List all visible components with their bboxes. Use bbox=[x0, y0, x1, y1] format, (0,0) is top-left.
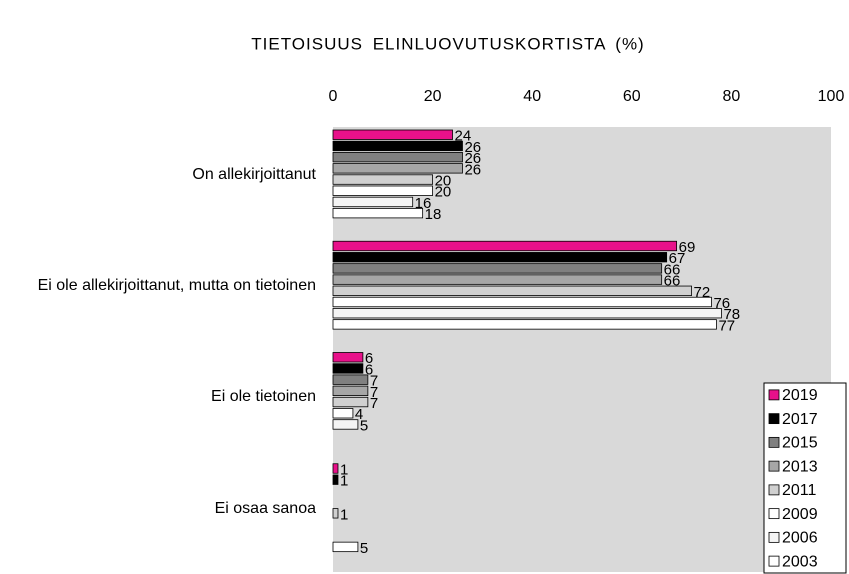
legend-swatch bbox=[768, 436, 780, 448]
data-label: 78 bbox=[723, 306, 740, 323]
data-label: 77 bbox=[718, 317, 735, 334]
data-label: 20 bbox=[435, 173, 452, 190]
data-label: 16 bbox=[415, 195, 432, 212]
chart-title: TIETOISUUS ELINLUOVUTUSKORTISTA (%) bbox=[251, 34, 644, 53]
bar bbox=[332, 274, 663, 285]
bar bbox=[332, 308, 722, 319]
legend-swatch bbox=[768, 531, 780, 543]
bar bbox=[332, 174, 433, 185]
legend-label: 2019 bbox=[782, 387, 818, 404]
x-tick-label: 40 bbox=[523, 88, 541, 105]
data-label: 26 bbox=[464, 150, 481, 167]
bar bbox=[332, 374, 369, 385]
data-label: 1 bbox=[340, 461, 348, 478]
data-label: 26 bbox=[464, 161, 481, 178]
bar bbox=[332, 352, 364, 363]
bar bbox=[332, 196, 414, 208]
bar bbox=[332, 207, 424, 219]
data-label: 20 bbox=[435, 184, 452, 201]
legend-label: 2013 bbox=[782, 458, 818, 475]
data-label: 26 bbox=[464, 139, 481, 156]
bar bbox=[332, 319, 717, 330]
data-label: 7 bbox=[370, 395, 378, 412]
data-label: 1 bbox=[340, 506, 348, 523]
x-tick-label: 80 bbox=[723, 88, 741, 105]
data-label: 1 bbox=[340, 473, 348, 490]
legend-swatch bbox=[768, 484, 780, 496]
bar bbox=[332, 140, 463, 152]
data-label: 66 bbox=[664, 273, 681, 290]
legend-swatch bbox=[768, 508, 780, 520]
x-tick-label: 20 bbox=[424, 88, 442, 105]
legend-label: 2017 bbox=[782, 411, 818, 428]
bar bbox=[332, 419, 359, 430]
x-tick-label: 60 bbox=[623, 88, 641, 105]
legend-label: 2011 bbox=[782, 482, 817, 499]
legend-swatch bbox=[768, 460, 780, 472]
category-label: Ei osaa sanoa bbox=[214, 499, 316, 517]
data-label: 7 bbox=[370, 373, 378, 390]
bar bbox=[332, 385, 369, 397]
data-label: 7 bbox=[370, 384, 378, 401]
legend-label: 2015 bbox=[782, 435, 818, 452]
data-label: 69 bbox=[679, 239, 696, 256]
bar bbox=[332, 129, 453, 140]
legend-label: 2006 bbox=[782, 530, 818, 547]
data-label: 76 bbox=[713, 295, 730, 312]
bar bbox=[332, 363, 364, 374]
data-label: 6 bbox=[365, 361, 373, 378]
data-label: 5 bbox=[360, 417, 368, 434]
bar bbox=[332, 163, 463, 174]
data-label: 6 bbox=[365, 350, 373, 367]
data-label: 4 bbox=[355, 406, 363, 423]
legend-label: 2009 bbox=[782, 506, 818, 523]
bar bbox=[332, 151, 463, 163]
data-label: 67 bbox=[669, 250, 686, 267]
bar bbox=[332, 185, 433, 196]
bar bbox=[332, 396, 369, 408]
bar bbox=[332, 252, 668, 263]
x-tick-label: 100 bbox=[818, 88, 845, 105]
data-label: 24 bbox=[455, 128, 472, 145]
plot-area bbox=[333, 127, 831, 572]
bar bbox=[332, 463, 339, 474]
bar bbox=[332, 408, 354, 419]
data-label: 72 bbox=[694, 284, 711, 301]
legend-label: 2003 bbox=[782, 553, 818, 570]
bar bbox=[332, 263, 663, 274]
bar bbox=[332, 240, 678, 252]
bar bbox=[332, 285, 692, 296]
bar bbox=[332, 508, 339, 519]
data-label: 5 bbox=[360, 540, 368, 557]
x-tick-label: 0 bbox=[329, 88, 338, 105]
data-label: 18 bbox=[425, 206, 442, 223]
legend-swatch bbox=[768, 389, 780, 401]
bar bbox=[332, 474, 339, 485]
data-label: 66 bbox=[664, 261, 681, 278]
category-label: On allekirjoittanut bbox=[192, 165, 316, 183]
bar bbox=[332, 296, 712, 308]
legend-swatch bbox=[768, 413, 780, 425]
category-label: Ei ole allekirjoittanut, mutta on tietoi… bbox=[37, 277, 316, 295]
category-label: Ei ole tietoinen bbox=[211, 388, 316, 406]
legend-swatch bbox=[768, 555, 780, 567]
bar bbox=[332, 541, 359, 553]
